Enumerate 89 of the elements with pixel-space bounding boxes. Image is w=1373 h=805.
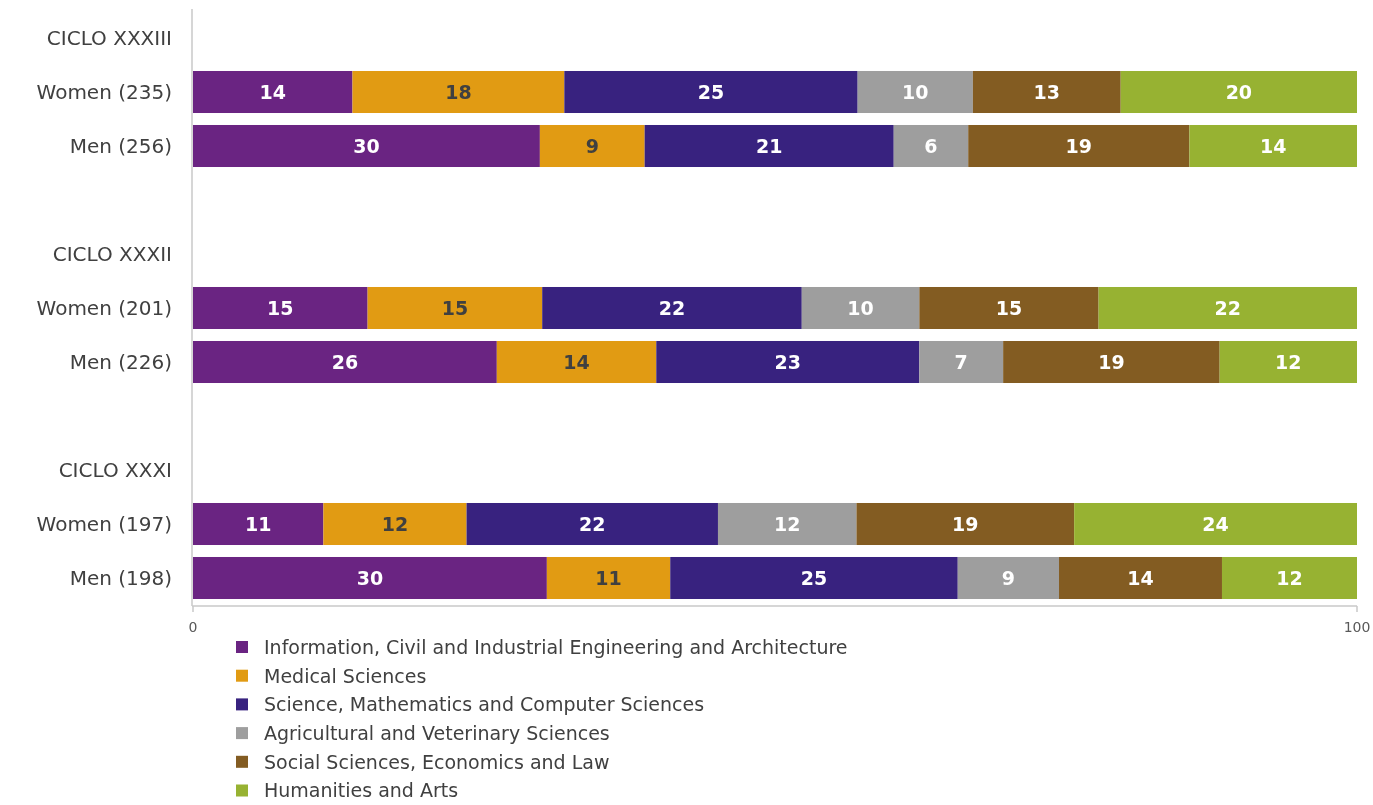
data-label: 22 [579, 512, 606, 535]
legend-label: Agricultural and Veterinary Sciences [264, 721, 610, 744]
bar [496, 340, 657, 384]
legend-label: Humanities and Arts [264, 779, 459, 802]
data-label: 14 [259, 80, 286, 103]
y-tick-label: Women (235) [36, 80, 172, 105]
bar [856, 502, 1075, 546]
y-tick-label: Women (201) [36, 296, 172, 321]
bar [957, 556, 1060, 600]
bar [1189, 124, 1357, 168]
data-label: 22 [1214, 296, 1242, 319]
data-label: 30 [356, 566, 384, 589]
x-tick-label: 100 [1343, 619, 1371, 635]
data-label: 22 [658, 296, 686, 319]
data-label: 9 [1001, 566, 1015, 589]
data-label: 9 [585, 134, 599, 157]
data-label: 26 [331, 350, 359, 373]
data-label: 24 [1202, 512, 1229, 535]
y-tick-label: CICLO XXXII [52, 242, 172, 267]
data-label: 14 [1127, 566, 1154, 589]
bar [193, 556, 547, 600]
data-label: 25 [697, 80, 725, 103]
data-label: 6 [924, 134, 938, 157]
bar [857, 70, 973, 114]
data-label: 14 [1259, 134, 1287, 157]
legend-label: Information, Civil and Industrial Engineering and Architecture [264, 635, 848, 658]
data-label: 18 [445, 80, 472, 103]
data-label: 25 [800, 566, 828, 589]
data-label: 10 [847, 296, 874, 319]
bar [968, 124, 1190, 168]
data-label: 21 [755, 134, 783, 157]
bar [919, 340, 1004, 384]
bar [1098, 286, 1357, 330]
data-label: 12 [774, 512, 801, 535]
data-label: 7 [954, 350, 968, 373]
y-tick-label: CICLO XXXIII [46, 26, 172, 51]
bar [972, 70, 1121, 114]
data-label: 14 [563, 350, 590, 373]
bar [1074, 502, 1357, 546]
bar [644, 124, 894, 168]
bar [367, 286, 543, 330]
bar [1120, 70, 1357, 114]
bar [656, 340, 920, 384]
bar [539, 124, 645, 168]
bar [466, 502, 718, 546]
data-label: 11 [595, 566, 622, 589]
data-label: 19 [1065, 134, 1093, 157]
legend-label: Medical Sciences [264, 664, 427, 687]
bar [542, 286, 802, 330]
data-label: 12 [381, 512, 409, 535]
y-tick-label: Men (256) [69, 134, 172, 159]
y-tick-label: CICLO XXXI [58, 458, 172, 483]
data-label: 15 [995, 296, 1023, 319]
bar [670, 556, 958, 600]
bar [546, 556, 671, 600]
bar [193, 124, 540, 168]
bar [564, 70, 858, 114]
bar [193, 340, 497, 384]
bar [717, 502, 857, 546]
bar [193, 70, 353, 114]
bar [1059, 556, 1222, 600]
data-label: 19 [1098, 350, 1125, 373]
data-label: 15 [441, 296, 469, 319]
data-label: 12 [1276, 566, 1303, 589]
legend-label: Science, Mathematics and Computer Sciences [264, 693, 705, 716]
bar [193, 502, 324, 546]
data-label: 13 [1033, 80, 1061, 103]
data-label: 20 [1225, 80, 1253, 103]
data-label: 10 [902, 80, 929, 103]
data-label: 30 [353, 134, 380, 157]
bar [323, 502, 467, 546]
legend-label: Social Sciences, Economics and Law [264, 750, 610, 773]
bar [1219, 340, 1357, 384]
x-tick-label: 0 [188, 619, 198, 635]
bar [1221, 556, 1357, 600]
data-label: 15 [267, 296, 294, 319]
data-label: 11 [244, 512, 272, 535]
bar [893, 124, 969, 168]
bar [193, 286, 368, 330]
data-label: 23 [774, 350, 802, 373]
bar [801, 286, 920, 330]
bar [919, 286, 1099, 330]
bar [352, 70, 565, 114]
data-label: 19 [952, 512, 979, 535]
data-label: 12 [1275, 350, 1302, 373]
y-tick-label: Men (226) [69, 350, 172, 375]
y-tick-label: Women (197) [36, 512, 172, 537]
bar [1003, 340, 1220, 384]
y-tick-label: Men (198) [69, 566, 172, 591]
